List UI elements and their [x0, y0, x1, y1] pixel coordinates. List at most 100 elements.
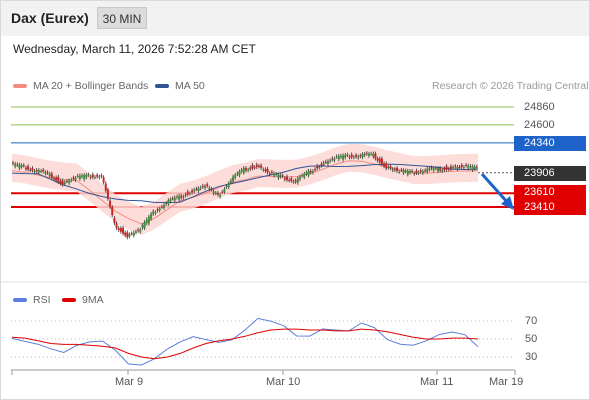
ma20-line — [11, 160, 479, 225]
candle — [387, 167, 390, 169]
candle — [158, 208, 161, 211]
candle — [331, 158, 334, 160]
candle — [184, 194, 187, 196]
candle — [247, 169, 250, 171]
timeframe-button[interactable]: 30 MIN — [97, 7, 147, 29]
candle — [216, 192, 219, 195]
candle — [434, 168, 437, 170]
candle — [22, 165, 25, 167]
candle — [225, 186, 228, 188]
candle — [113, 218, 116, 224]
candle — [391, 169, 394, 171]
candle — [130, 233, 133, 235]
candle — [458, 167, 461, 168]
candle — [208, 187, 211, 190]
candle — [309, 170, 312, 173]
candle — [180, 195, 183, 198]
9ma-label: 9MA — [82, 294, 104, 306]
candle — [437, 168, 440, 172]
candle — [143, 222, 146, 228]
candle — [173, 197, 176, 201]
ma50-label: MA 50 — [175, 80, 205, 92]
candle — [346, 154, 349, 156]
candle — [104, 183, 107, 191]
candle — [398, 171, 401, 173]
candle — [318, 166, 321, 168]
candle — [115, 223, 118, 229]
forecast-arrow — [480, 172, 510, 205]
candle — [63, 182, 66, 184]
rsi-label: RSI — [33, 294, 51, 306]
candle — [359, 155, 362, 157]
x-tick-mar19: Mar 19 — [489, 376, 524, 388]
support-2-label: 23410 — [514, 200, 586, 215]
candle — [324, 161, 327, 163]
candle — [100, 175, 103, 177]
candle — [219, 194, 222, 197]
candle — [128, 234, 131, 237]
candle — [430, 167, 433, 169]
candle — [50, 173, 53, 178]
candle — [363, 154, 366, 156]
candle — [119, 227, 122, 232]
candle — [316, 165, 319, 169]
candle — [273, 173, 276, 176]
candle — [335, 156, 338, 158]
candle — [374, 153, 377, 159]
candle — [260, 165, 263, 168]
candle — [227, 183, 230, 188]
candle — [122, 227, 125, 234]
candle — [415, 170, 418, 174]
candle — [475, 166, 478, 168]
candle — [78, 175, 81, 179]
candle — [89, 176, 92, 178]
candle — [454, 166, 457, 167]
candle — [74, 178, 77, 180]
candle — [65, 181, 68, 183]
candle — [139, 229, 142, 232]
candle — [417, 172, 420, 174]
candle — [83, 175, 86, 180]
candle — [337, 156, 340, 160]
candle — [245, 168, 247, 171]
research-credit: Research © 2026 Trading Central — [432, 80, 589, 92]
candle — [160, 206, 163, 208]
candle — [305, 172, 308, 174]
candle — [93, 176, 96, 178]
candle — [264, 169, 267, 171]
candle — [42, 169, 45, 172]
bollinger-band — [12, 143, 478, 235]
candle — [339, 155, 342, 158]
candle — [199, 187, 202, 189]
candle — [210, 188, 213, 190]
candle — [169, 199, 172, 202]
resistance-1-label: 24340 — [514, 136, 586, 151]
candle — [214, 192, 217, 194]
candle — [232, 176, 235, 182]
candle — [361, 154, 364, 158]
resistance-2-label: 24600 — [524, 119, 555, 131]
candle — [288, 179, 291, 181]
candle — [402, 170, 405, 174]
candle — [314, 169, 317, 171]
candle — [147, 216, 150, 224]
candle — [253, 167, 256, 169]
candle — [106, 189, 109, 199]
candle — [102, 177, 105, 183]
candle — [298, 176, 301, 180]
candle — [292, 181, 295, 183]
candle — [370, 153, 373, 155]
rsi-swatch — [13, 298, 27, 303]
legend-ma20: MA 20 + Bollinger Bands — [13, 80, 148, 92]
candle — [37, 170, 40, 173]
candle — [348, 156, 351, 158]
candle — [411, 170, 414, 172]
candle — [124, 232, 127, 236]
candle — [46, 172, 49, 174]
candle — [132, 232, 135, 236]
candle — [229, 180, 232, 183]
candle — [251, 165, 254, 169]
candle — [40, 170, 43, 172]
candle — [400, 169, 403, 171]
candle — [471, 166, 474, 171]
